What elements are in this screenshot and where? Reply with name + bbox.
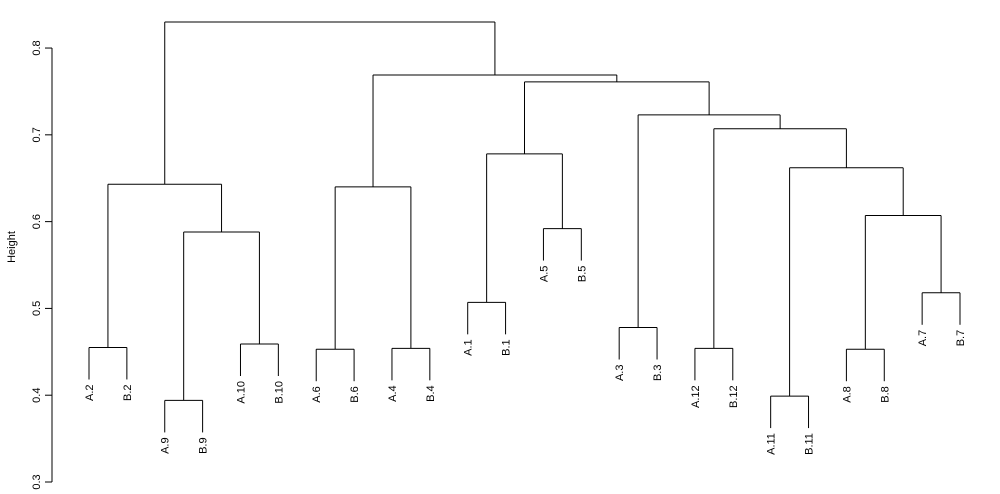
leaf-label: B.2 (122, 384, 134, 401)
leaf-label: A.5 (538, 266, 550, 283)
leaf-label: B.8 (879, 386, 891, 403)
y-axis-label: Height (6, 231, 18, 263)
leaf-label: A.2 (84, 384, 96, 401)
y-tick-label: 0.6 (31, 214, 43, 229)
y-tick-label: 0.7 (31, 127, 43, 142)
leaf-label: A.1 (463, 339, 475, 356)
y-tick-label: 0.8 (31, 40, 43, 55)
leaf-label: B.4 (425, 385, 437, 402)
y-axis: 0.3 0.4 0.5 0.6 0.7 0.8 (31, 40, 53, 490)
leaf-label: B.5 (576, 266, 588, 283)
leaf-label: A.4 (387, 385, 399, 402)
leaf-label: A.6 (311, 386, 323, 403)
leaf-label: A.7 (917, 330, 929, 347)
leaf-label: A.10 (235, 381, 247, 404)
y-tick-label: 0.3 (31, 474, 43, 489)
leaf-label: A.8 (841, 386, 853, 403)
leaf-label: B.6 (349, 386, 361, 403)
leaf-label: B.9 (198, 437, 210, 454)
leaf-label: A.3 (614, 365, 626, 382)
leaf-label: B.10 (273, 381, 285, 404)
leaf-labels: A.2 B.2 A.9 B.9 A.10 B.10 A.6 B.6 A.4 B.4 A.1 B.1 A.… (84, 266, 967, 455)
leaf-label: B.1 (501, 339, 513, 356)
leaf-label: B.7 (955, 330, 967, 347)
y-tick-label: 0.5 (31, 301, 43, 316)
dendrogram-branches (88, 21, 961, 433)
leaf-label: A.12 (690, 385, 702, 408)
leaf-label: B.11 (804, 433, 816, 455)
leaf-label: B.12 (728, 385, 740, 408)
leaf-label: A.11 (766, 433, 778, 455)
leaf-label: A.9 (160, 437, 172, 454)
y-tick-label: 0.4 (31, 388, 43, 403)
leaf-label: B.3 (652, 365, 664, 382)
